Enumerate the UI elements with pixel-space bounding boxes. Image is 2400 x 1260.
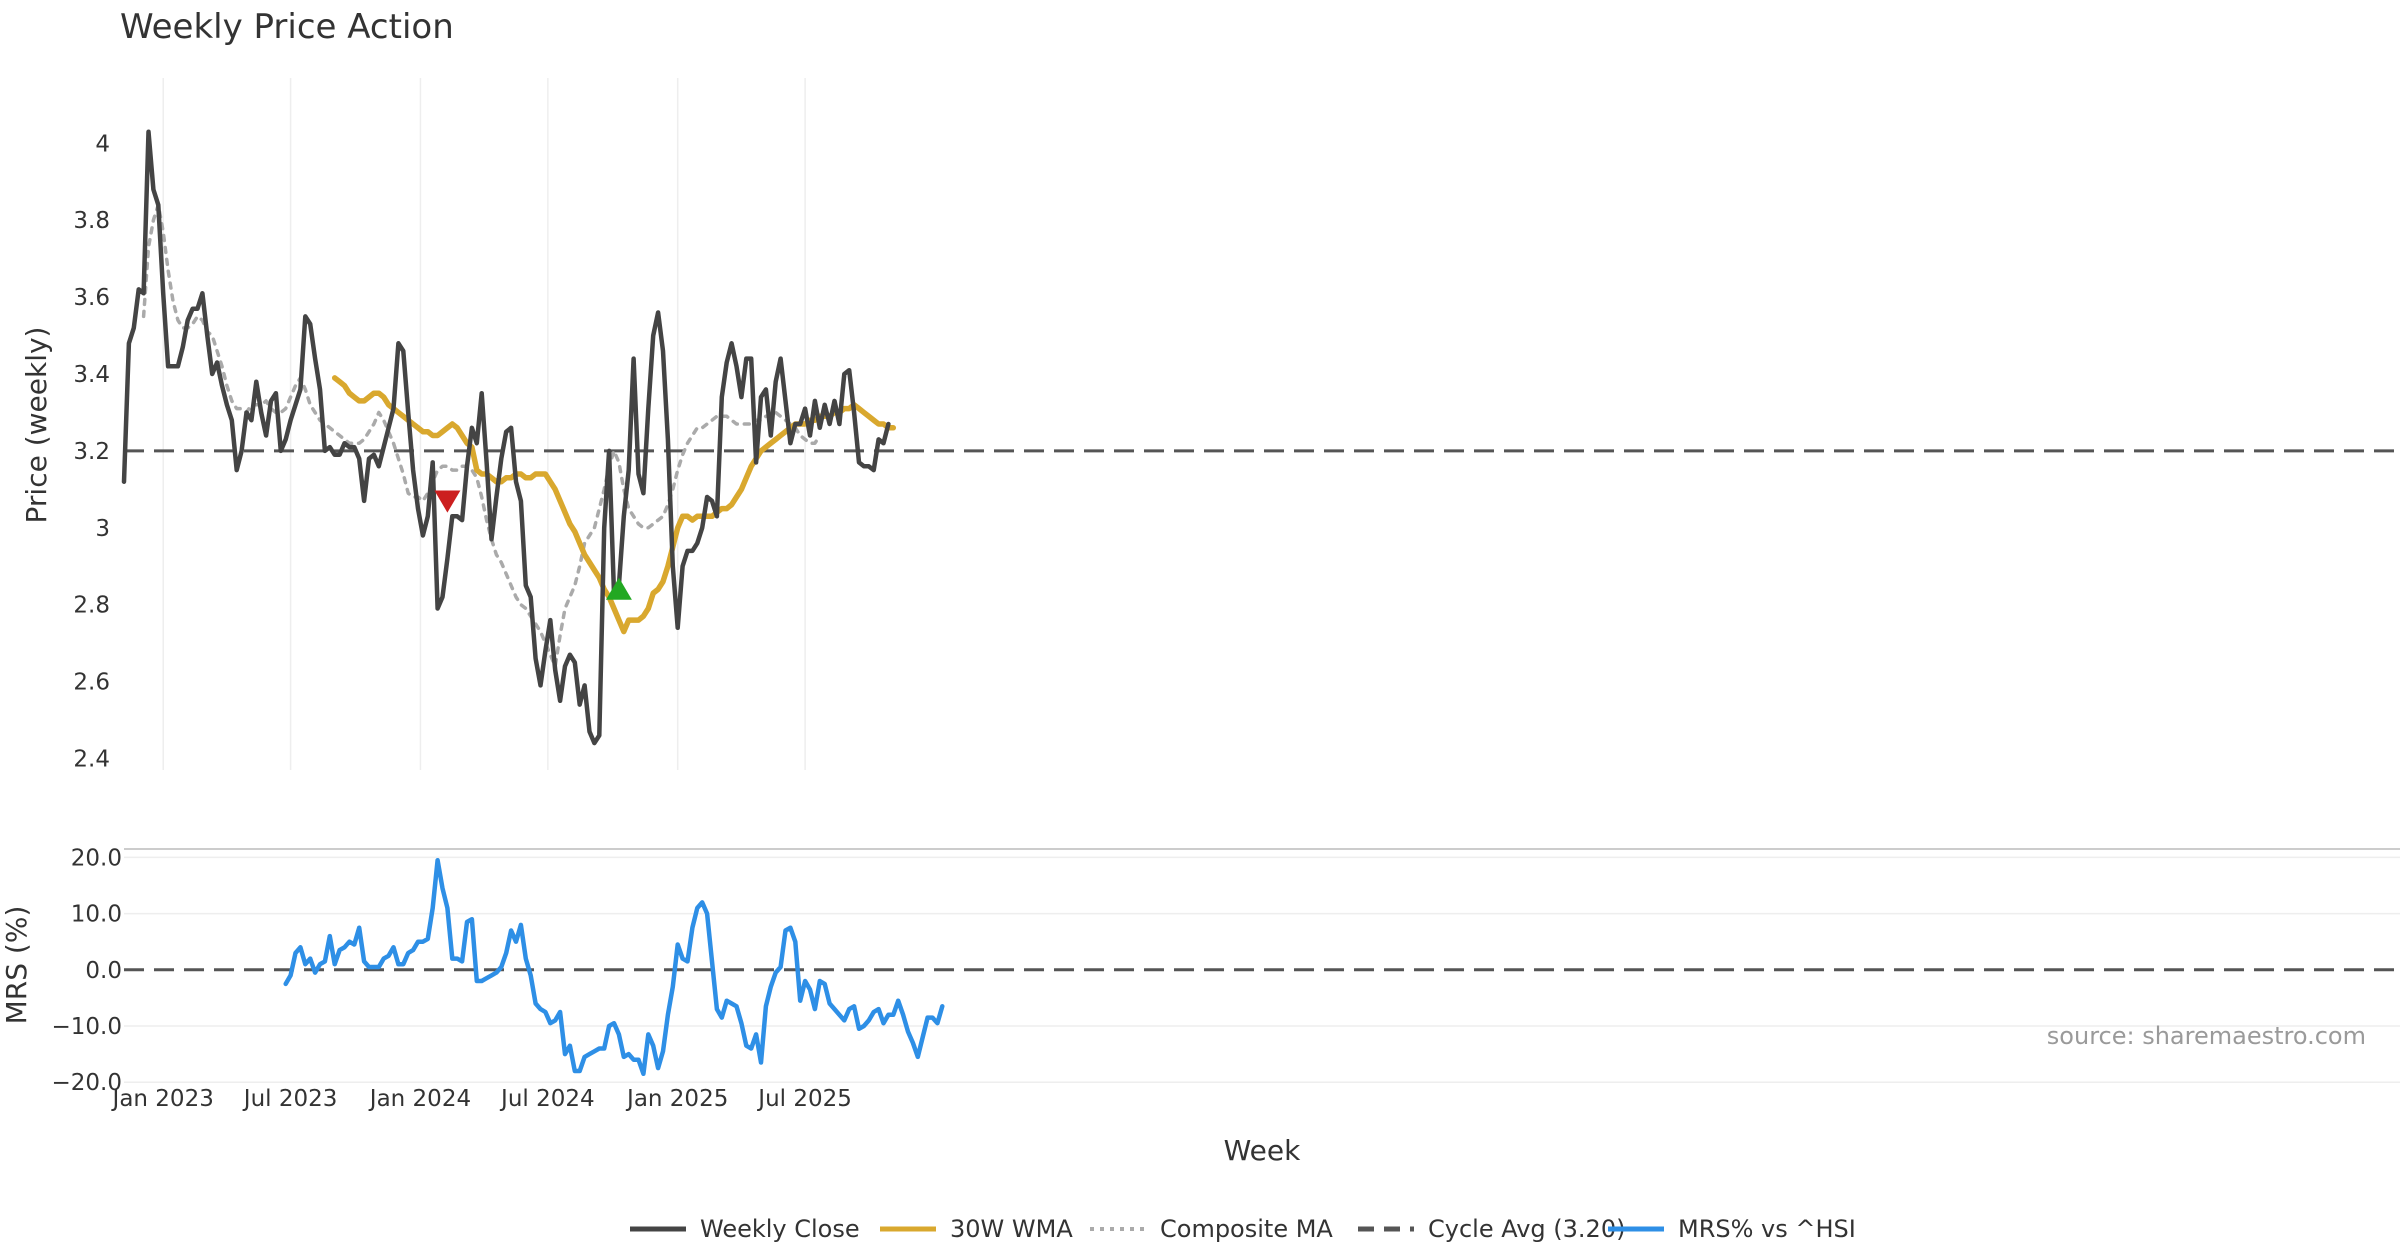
sell-signal-marker [434,490,461,513]
x-tick-label: Jan 2025 [625,1086,728,1112]
price-y-tick-label: 3 [95,516,110,542]
legend: Weekly Close 30W WMA Composite MA Cycle Avg… [630,1215,1856,1243]
signal-markers [434,490,632,600]
price-series [121,129,2400,746]
price-y-tick-label: 3.8 [73,208,110,234]
mrs-y-tick-label: −20.0 [52,1070,122,1096]
x-tick-label: Jan 2024 [368,1086,471,1112]
price-y-tick-label: 2.6 [73,670,110,696]
mrs-y-axis-label: MRS (%) [0,906,33,1025]
x-tick-label: Jan 2023 [111,1086,214,1112]
mrs-series [124,857,2400,1077]
x-tick-label: Jul 2023 [242,1086,338,1112]
mrs-grid [124,856,2400,1083]
x-axis-ticks: Jan 2023 Jul 2023 Jan 2024 Jul 2024 Jan 2025… [111,1086,852,1112]
legend-label: Composite MA [1160,1215,1333,1243]
price-y-ticks: 2.4 2.6 2.8 3 3.2 3.4 3.6 3.8 4 [73,131,110,772]
price-y-tick-label: 2.4 [73,746,110,772]
mrs-vs-hsi-line [283,857,945,1077]
weekly-close-line [121,129,891,746]
price-y-tick-label: 3.2 [73,439,110,465]
price-y-tick-label: 3.4 [73,362,110,388]
price-y-axis-label: Price (weekly) [20,327,53,524]
legend-label: 30W WMA [950,1215,1073,1243]
mrs-y-tick-label: −10.0 [52,1014,122,1040]
mrs-y-tick-label: 10.0 [71,902,122,928]
price-y-tick-label: 2.8 [73,593,110,619]
x-tick-label: Jul 2025 [756,1086,852,1112]
mrs-y-ticks: −20.0 −10.0 0.0 10.0 20.0 [52,845,122,1096]
mrs-y-tick-label: 0.0 [85,958,122,984]
legend-label: Cycle Avg (3.20) [1428,1215,1625,1243]
composite-ma-line [141,203,822,668]
mrs-y-tick-label: 20.0 [71,845,122,871]
x-tick-label: Jul 2024 [499,1086,595,1112]
price-y-tick-label: 4 [95,131,110,157]
x-axis-label: Week [1224,1134,1301,1167]
source-note: source: sharemaestro.com [2047,1022,2366,1050]
buy-signal-marker [605,577,632,600]
legend-label: MRS% vs ^HSI [1678,1215,1856,1243]
price-y-tick-label: 3.6 [73,285,110,311]
chart-title: Weekly Price Action [120,7,454,47]
legend-label: Weekly Close [700,1215,860,1243]
